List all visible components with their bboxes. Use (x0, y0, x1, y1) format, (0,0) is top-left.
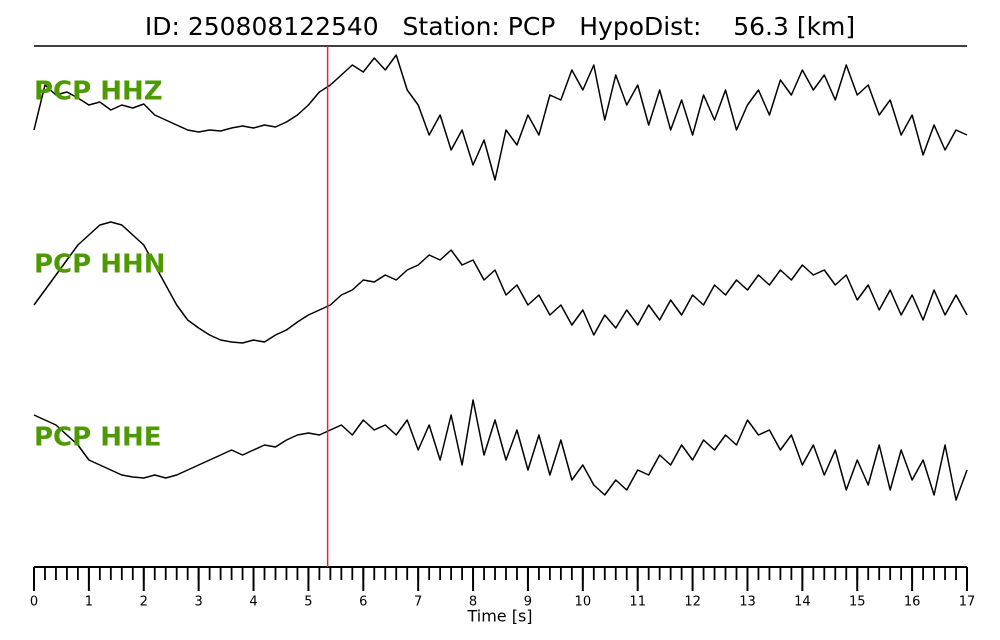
x-tick-label: 4 (249, 595, 257, 610)
x-tick-label: 16 (904, 595, 921, 610)
x-tick-label: 0 (30, 595, 38, 610)
trace-label: PCP HHE (34, 423, 162, 453)
waveform (33, 221, 968, 344)
x-tick-label: 11 (629, 595, 646, 610)
x-tick-label: 3 (195, 595, 203, 610)
x-tick-label: 8 (469, 595, 477, 610)
chart-title: ID: 250808122540 Station: PCP HypoDist: … (145, 12, 855, 41)
x-tick-label: 5 (304, 595, 312, 610)
x-axis-label: Time [s] (466, 607, 532, 626)
waveform (33, 399, 968, 501)
x-tick-label: 12 (684, 595, 701, 610)
x-tick-label: 6 (359, 595, 367, 610)
trace-label: PCP HHN (34, 250, 166, 280)
x-tick-label: 9 (524, 595, 532, 610)
trace-label: PCP HHZ (34, 77, 163, 107)
x-tick-label: 17 (959, 595, 976, 610)
waveform (33, 54, 968, 181)
x-tick-label: 7 (414, 595, 422, 610)
x-tick-label: 15 (849, 595, 866, 610)
x-tick-label: 13 (739, 595, 756, 610)
x-tick-label: 2 (140, 595, 148, 610)
x-tick-label: 1 (85, 595, 93, 610)
x-tick-label: 10 (575, 595, 592, 610)
x-tick-label: 14 (794, 595, 811, 610)
